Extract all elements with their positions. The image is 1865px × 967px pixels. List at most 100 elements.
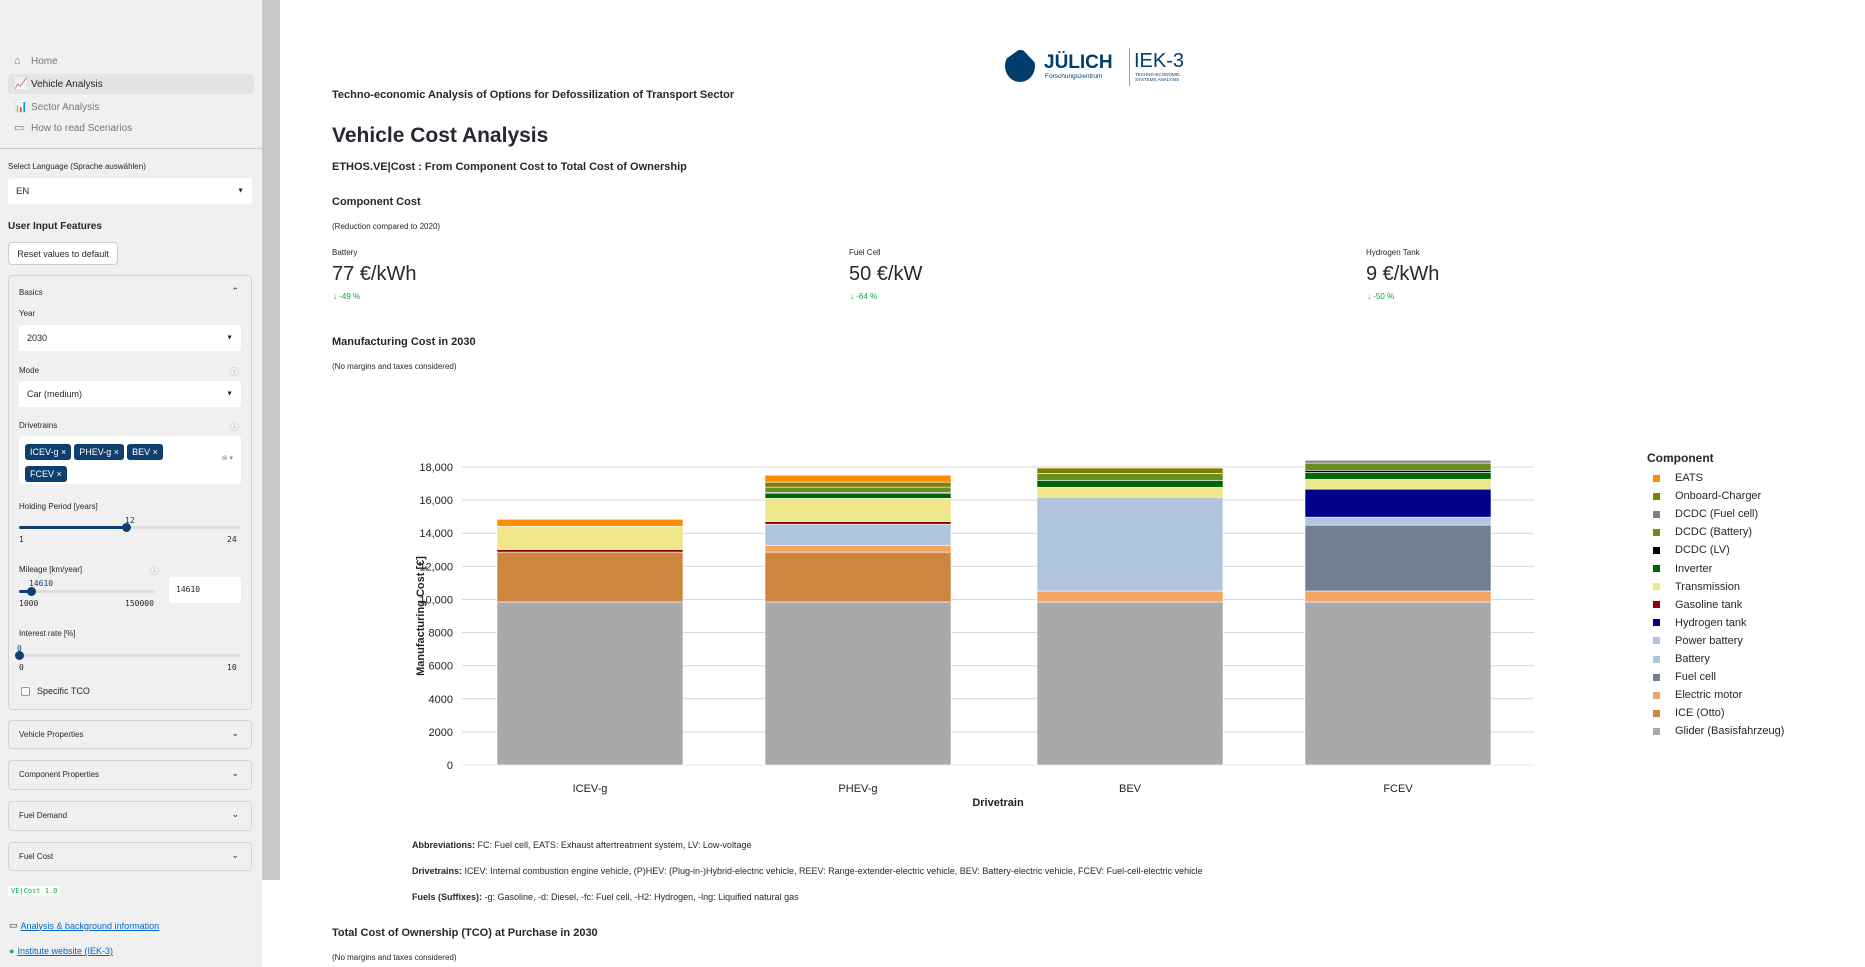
language-select[interactable]: EN ▼ — [8, 178, 252, 204]
bar-segment-battery — [1036, 496, 1224, 592]
drivetrain-tag[interactable]: ICEV-g × — [25, 444, 72, 460]
arrow-down-icon: ↓ — [333, 292, 340, 301]
legend-swatch — [1653, 492, 1660, 500]
caret-down-icon: ▼ — [226, 390, 233, 398]
legend-item[interactable]: Hydrogen tank — [1653, 617, 1747, 629]
fuel-cost-expander[interactable]: Fuel Cost ⌄ — [8, 842, 252, 871]
component-cost-title: Component Cost — [332, 196, 421, 208]
legend-item[interactable]: ICE (Otto) — [1653, 707, 1725, 719]
help-icon[interactable]: ⓘ — [229, 422, 239, 432]
legend-item[interactable]: Battery — [1653, 653, 1710, 665]
legend-item[interactable]: Transmission — [1653, 581, 1740, 593]
legend-swatch — [1653, 546, 1660, 554]
nav-how-to-read[interactable]: ▭ How to read Scenarios — [8, 118, 254, 138]
fuel-demand-expander[interactable]: Fuel Demand ⌄ — [8, 801, 252, 831]
legend-item[interactable]: Inverter — [1653, 563, 1712, 575]
specific-tco-checkbox[interactable] — [21, 687, 30, 696]
legend-label: Battery — [1675, 653, 1710, 665]
component-properties-expander[interactable]: Component Properties ⌄ — [8, 760, 252, 790]
legend-label: Hydrogen tank — [1675, 616, 1747, 629]
drivetrains-multiselect[interactable]: ICEV-g × PHEV-g × BEV × FCEV × ⊗ ▾ — [19, 436, 241, 484]
metric-delta-fuel-cell: ↓ -64 % — [850, 292, 877, 301]
legend-label: Inverter — [1675, 562, 1713, 575]
footnote-fuels: Fuels (Suffixes): -g: Gasoline, -d: Dies… — [412, 892, 799, 902]
tco-note: (No margins and taxes considered) — [332, 953, 457, 962]
logo-sub: Forschungszentrum — [1045, 73, 1103, 80]
chevron-down-icon: ⌄ — [231, 728, 239, 738]
x-axis-title: Drivetrain — [972, 797, 1024, 809]
mode-select[interactable]: Car (medium) ▼ — [19, 381, 241, 407]
bar-segment-gasoline-tank — [496, 549, 684, 553]
bar-segment-dcdc-fuel-cell- — [1304, 460, 1492, 464]
legend-label: DCDC (Fuel cell) — [1675, 508, 1759, 521]
language-value: EN — [16, 185, 30, 197]
sidebar-scrollbar[interactable] — [262, 0, 280, 880]
legend-item[interactable]: DCDC (LV) — [1653, 544, 1730, 556]
legend-item[interactable]: Fuel cell — [1653, 671, 1716, 683]
holding-slider[interactable] — [19, 523, 241, 532]
help-icon[interactable]: ⓘ — [229, 367, 239, 377]
legend-item[interactable]: Onboard-Charger — [1653, 490, 1761, 502]
legend-item[interactable]: DCDC (Fuel cell) — [1653, 508, 1758, 520]
legend-item[interactable]: EATS — [1653, 472, 1703, 484]
legend-item[interactable]: DCDC (Battery) — [1653, 526, 1752, 538]
y-tick-label: 2000 — [429, 727, 453, 739]
nav-home[interactable]: ⌂ Home — [8, 51, 254, 71]
bar-segment-dcdc-battery- — [1036, 473, 1224, 481]
drivetrain-tag[interactable]: PHEV-g × — [74, 444, 125, 460]
bar-segment-electric-motor — [1036, 590, 1224, 603]
basics-header[interactable]: Basics — [19, 288, 43, 297]
version-badge: VE|Cost 1.0 — [8, 886, 61, 896]
caret-down-icon: ▼ — [226, 334, 233, 342]
interest-slider[interactable] — [15, 651, 241, 660]
legend-label: DCDC (Battery) — [1675, 526, 1753, 539]
slider-handle[interactable] — [121, 523, 131, 532]
expander-label: Fuel Demand — [19, 811, 68, 820]
expander-label: Vehicle Properties — [19, 730, 84, 739]
y-tick-label: 4000 — [429, 694, 453, 706]
x-tick-label: ICEV-g — [573, 783, 608, 795]
mileage-input[interactable]: 14610 — [169, 577, 241, 603]
nav-vehicle-analysis[interactable]: 📈 Vehicle Analysis — [8, 74, 254, 94]
legend-swatch — [1653, 510, 1660, 518]
y-tick-label: 14,000 — [419, 528, 453, 540]
institute-link[interactable]: Institute website (IEK-3) — [17, 946, 113, 956]
legend-item[interactable]: Power battery — [1653, 635, 1743, 647]
user-input-title: User Input Features — [8, 221, 102, 232]
legend-label: Onboard-Charger — [1675, 490, 1762, 503]
app-subtitle: Techno-economic Analysis of Options for … — [332, 89, 735, 101]
footnote-text: ICEV: Internal combustion engine vehicle… — [462, 866, 1203, 876]
year-select[interactable]: 2030 ▼ — [19, 325, 241, 351]
slider-handle[interactable] — [15, 651, 24, 660]
footnote-drivetrains: Drivetrains: ICEV: Internal combustion e… — [412, 866, 1203, 876]
legend-item[interactable]: Glider (Basisfahrzeug) — [1653, 725, 1784, 737]
holding-min: 1 — [19, 535, 24, 544]
mileage-slider[interactable] — [19, 587, 155, 596]
vehicle-properties-expander[interactable]: Vehicle Properties ⌄ — [8, 720, 252, 749]
reset-button[interactable]: Reset values to default — [8, 242, 118, 265]
mileage-slider-value: 14610 — [29, 579, 54, 588]
chevron-up-icon[interactable]: ⌃ — [231, 286, 239, 296]
drivetrain-tag[interactable]: FCEV × — [25, 466, 67, 482]
bar-segment-inverter — [1304, 471, 1492, 480]
slider-handle[interactable] — [27, 587, 37, 596]
legend-label: Fuel cell — [1675, 671, 1716, 684]
y-tick-label: 8000 — [429, 628, 453, 640]
drivetrain-tag[interactable]: BEV × — [127, 444, 163, 460]
legend-label: Transmission — [1675, 580, 1740, 593]
legend-label: DCDC (LV) — [1675, 544, 1730, 557]
page-title: Vehicle Cost Analysis — [332, 124, 549, 147]
clear-caret-icon[interactable]: ⊗ ▾ — [221, 455, 233, 462]
manufacturing-note: (No margins and taxes considered) — [332, 362, 457, 371]
bar-segment-glider-basisfahrzeug- — [496, 601, 684, 766]
delta-text: -49 % — [339, 292, 361, 301]
analysis-link[interactable]: Analysis & background information — [20, 920, 160, 931]
tag-label: PHEV-g — [79, 447, 112, 457]
help-icon[interactable]: ⓘ — [150, 566, 160, 576]
legend-item[interactable]: Electric motor — [1653, 689, 1742, 701]
tagline: ETHOS.VE|Cost : From Component Cost to T… — [332, 161, 687, 173]
nav-sector-analysis[interactable]: 📊 Sector Analysis — [8, 97, 254, 117]
legend-swatch — [1653, 655, 1660, 663]
footnote-text: FC: Fuel cell, EATS: Exhaust aftertreatm… — [475, 840, 752, 850]
legend-item[interactable]: Gasoline tank — [1653, 599, 1742, 611]
